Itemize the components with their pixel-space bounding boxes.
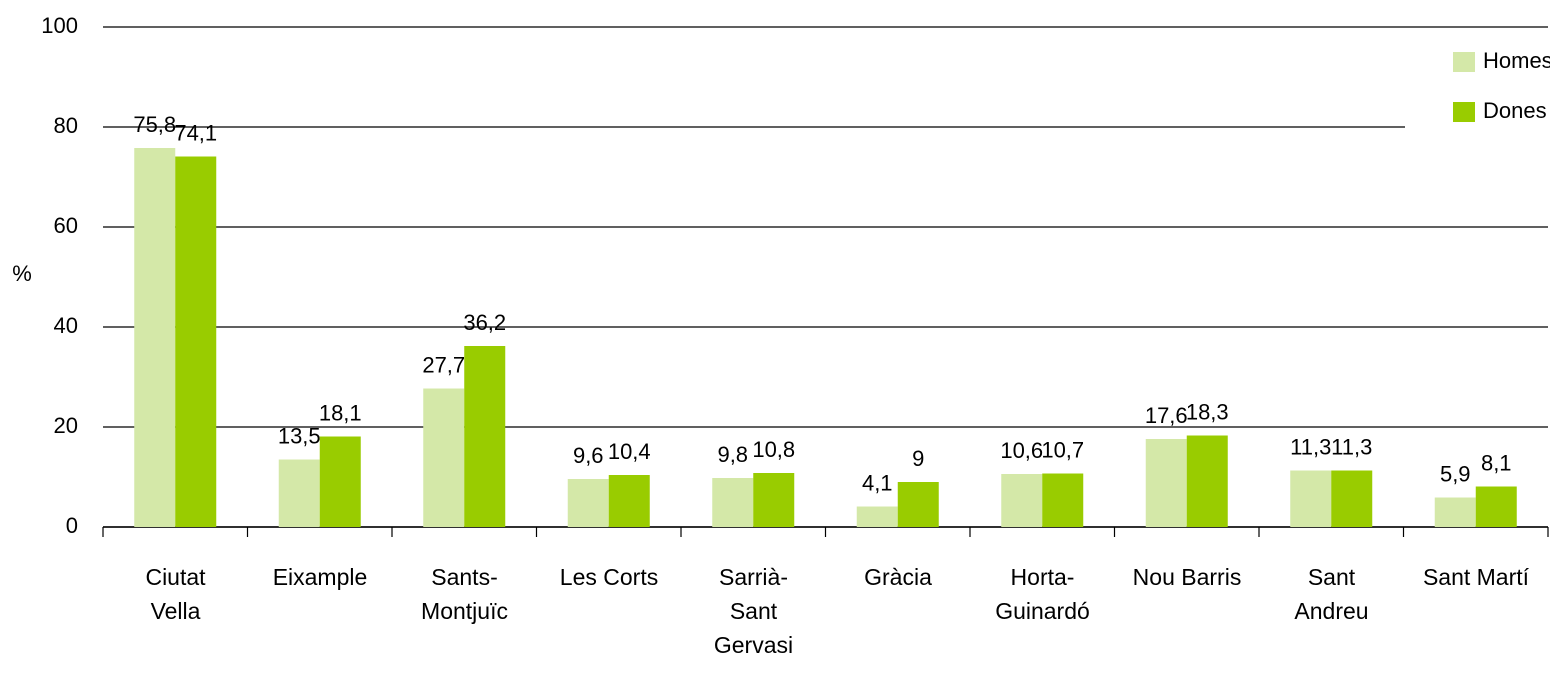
bar: [423, 388, 465, 527]
bar: [608, 475, 650, 527]
bar: [1434, 497, 1476, 527]
bar: [856, 506, 898, 527]
x-tick-label: Sant Andreu: [1294, 564, 1369, 624]
y-axis-label: %: [12, 261, 32, 286]
y-tick-label: 0: [66, 513, 78, 538]
value-label: 27,7: [422, 352, 465, 377]
legend-label: Dones: [1483, 98, 1547, 123]
legend-swatch: [1453, 52, 1475, 72]
x-tick-label: Les Corts: [559, 564, 659, 590]
x-tick-label: Eixample: [272, 564, 368, 590]
legend-swatch: [1453, 102, 1475, 122]
value-label: 5,9: [1440, 461, 1471, 486]
bar: [1475, 486, 1517, 527]
y-tick-label: 40: [54, 313, 78, 338]
y-tick-label: 20: [54, 413, 78, 438]
value-label: 10,6: [1000, 438, 1043, 463]
legend-label: Homes: [1483, 48, 1550, 73]
bar: [753, 473, 795, 527]
value-label: 9,6: [573, 443, 604, 468]
value-label: 36,2: [463, 310, 506, 335]
legend-bg: [1405, 38, 1550, 138]
bar: [1186, 435, 1228, 527]
y-tick-label: 100: [41, 13, 78, 38]
bar: [278, 459, 320, 527]
bar: [1001, 474, 1043, 527]
value-label: 11,3: [1290, 434, 1331, 459]
value-label: 9,8: [717, 442, 748, 467]
bar: [464, 346, 506, 527]
bar: [567, 479, 609, 527]
value-label: 75,8: [133, 112, 176, 137]
x-tick-label: Sants- Montjuïc: [421, 564, 508, 624]
bar: [712, 478, 754, 527]
value-label: 74,1: [174, 120, 217, 145]
x-tick-label: Gràcia: [864, 564, 932, 590]
y-tick-label: 80: [54, 113, 78, 138]
value-label: 11,3: [1331, 434, 1372, 459]
value-label: 9: [912, 446, 924, 471]
bar: [1290, 470, 1332, 527]
value-label: 17,6: [1145, 403, 1188, 428]
y-tick-label: 60: [54, 213, 78, 238]
bar: [175, 156, 217, 527]
value-label: 10,4: [608, 439, 651, 464]
value-label: 8,1: [1481, 450, 1512, 475]
value-label: 10,7: [1041, 437, 1084, 462]
x-tick-label: Nou Barris: [1132, 564, 1242, 590]
bar: [1042, 473, 1084, 527]
value-label: 4,1: [862, 470, 893, 495]
bar: [319, 436, 361, 527]
x-tick-label: Sant Martí: [1422, 564, 1530, 590]
x-tick-label: Ciutat Vella: [145, 564, 206, 624]
x-tick-label: Horta- Guinardó: [995, 564, 1090, 624]
bar: [897, 482, 939, 527]
value-label: 13,5: [278, 423, 321, 448]
bar: [1331, 470, 1373, 527]
value-label: 18,3: [1186, 399, 1229, 424]
bar: [134, 148, 176, 527]
bar: [1145, 439, 1187, 527]
value-label: 18,1: [319, 400, 362, 425]
x-tick-label: Sarrià- Sant Gervasi: [713, 564, 794, 658]
value-label: 10,8: [752, 437, 795, 462]
